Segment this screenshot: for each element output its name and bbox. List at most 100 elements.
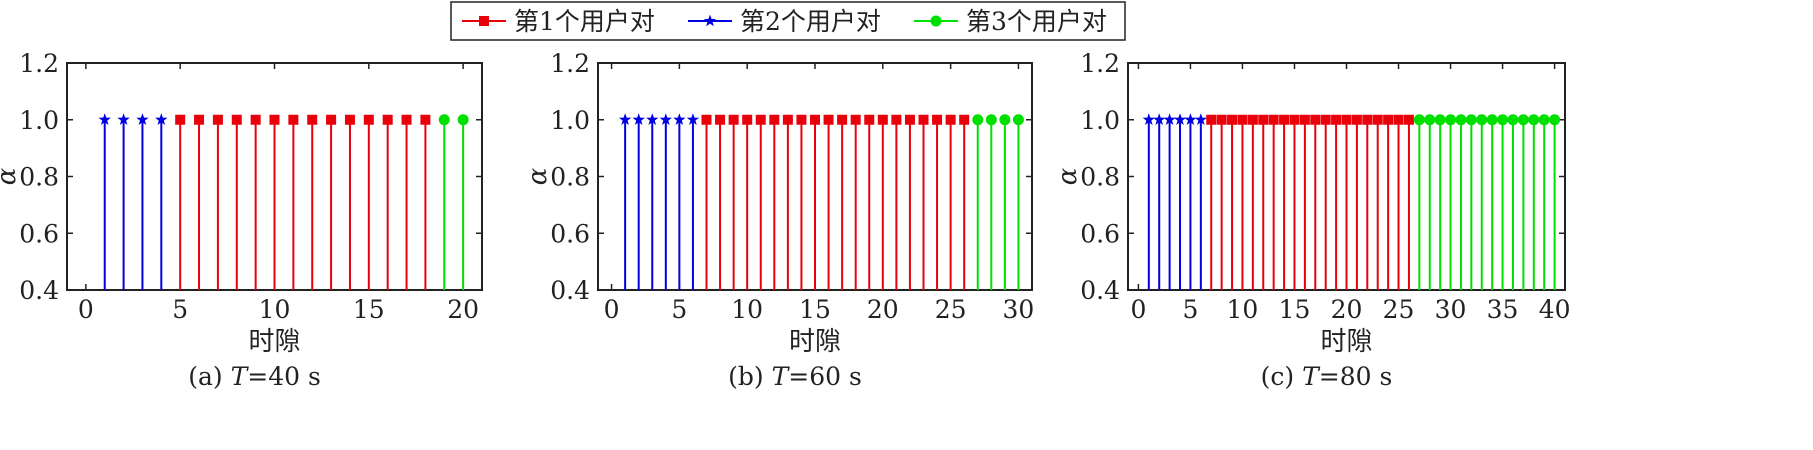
- caption-var: T: [231, 362, 250, 391]
- legend-item: 第3个用户对: [914, 7, 1107, 36]
- x-tick-label: 0: [604, 295, 620, 324]
- circle-marker: [985, 114, 997, 126]
- subplot-a: 0.4 0.6 0.8 1.0 1.2 0 5 10 15 20 时隙 α (a) T=40 s: [0, 49, 483, 391]
- x-tick-label: 10: [731, 295, 763, 324]
- legend-label: 第1个用户对: [514, 7, 655, 36]
- circle-marker: [1497, 114, 1509, 126]
- series: [1413, 114, 1561, 290]
- square-marker: [212, 114, 223, 125]
- square-marker: [1362, 114, 1373, 125]
- x-tick-label: 35: [1487, 295, 1519, 324]
- square-marker: [1341, 114, 1352, 125]
- circle-marker: [1528, 114, 1540, 126]
- x-tick-label: 15: [353, 295, 385, 324]
- square-marker: [782, 114, 793, 125]
- square-marker: [959, 114, 970, 125]
- square-marker: [175, 114, 186, 125]
- y-axis-label: α: [0, 167, 22, 185]
- y-tick-label: 1.0: [1080, 106, 1120, 135]
- y-tick-label: 0.6: [550, 219, 590, 248]
- square-marker: [401, 114, 412, 125]
- x-axis-label: 时隙: [789, 327, 841, 357]
- circle-marker: [972, 114, 984, 126]
- square-marker: [1403, 114, 1414, 125]
- square-marker: [1320, 114, 1331, 125]
- series: [618, 113, 700, 290]
- square-marker: [904, 114, 915, 125]
- star-marker: [1184, 113, 1197, 125]
- square-marker: [728, 114, 739, 125]
- square-marker: [715, 114, 726, 125]
- caption-value: =80 s: [1319, 362, 1393, 391]
- square-marker: [1372, 114, 1383, 125]
- square-marker: [891, 114, 902, 125]
- square-marker: [810, 114, 820, 125]
- square-marker: [932, 114, 943, 125]
- caption-var: T: [1302, 362, 1321, 391]
- caption-var: T: [772, 362, 791, 391]
- circle-marker: [1549, 114, 1561, 126]
- square-marker: [877, 114, 888, 125]
- caption: (c) T=80 s: [1261, 362, 1393, 391]
- x-tick-label: 10: [259, 295, 291, 324]
- series: [438, 114, 469, 290]
- star-marker: [1173, 113, 1187, 125]
- circle-marker: [438, 114, 450, 126]
- square-marker: [755, 114, 766, 125]
- x-tick-label: 15: [799, 295, 831, 324]
- star-marker: [618, 113, 632, 125]
- circle-marker: [457, 114, 469, 126]
- star-marker: [646, 113, 659, 125]
- square-marker: [231, 114, 242, 125]
- x-tick-label: 0: [78, 295, 94, 324]
- circle-marker: [1507, 114, 1519, 126]
- star-marker: [632, 113, 645, 125]
- x-tick-label: 20: [447, 295, 479, 324]
- square-marker: [823, 114, 834, 125]
- square-marker: [382, 114, 393, 125]
- circle-marker: [1538, 114, 1550, 126]
- y-tick-label: 0.4: [19, 276, 59, 305]
- square-marker: [194, 114, 205, 125]
- square-marker: [701, 114, 712, 125]
- square-marker: [326, 114, 337, 125]
- square-marker: [479, 16, 489, 26]
- square-marker: [363, 114, 374, 125]
- star-marker: [1194, 113, 1207, 125]
- star-marker: [1153, 113, 1166, 125]
- caption: (a) T=40 s: [188, 362, 321, 391]
- square-marker: [850, 114, 861, 125]
- star-marker: [673, 113, 686, 125]
- caption-prefix: (b): [728, 362, 771, 391]
- square-marker: [1393, 114, 1404, 125]
- series: [701, 114, 970, 290]
- square-marker: [1227, 114, 1238, 125]
- circle-marker: [1517, 114, 1529, 126]
- y-tick-label: 0.6: [1080, 219, 1120, 248]
- x-axis-label: 时隙: [248, 327, 300, 357]
- legend-label: 第2个用户对: [740, 7, 881, 36]
- x-tick-label: 25: [935, 295, 967, 324]
- subplot-c: 0.4 0.6 0.8 1.0 1.2 0 5 10 15 20 25 30 35 40 时隙 α (c) T=…: [1053, 49, 1571, 391]
- square-marker: [288, 114, 299, 125]
- square-marker: [1331, 114, 1342, 125]
- star-marker: [703, 14, 717, 27]
- series: [1142, 113, 1207, 290]
- circle-marker: [1424, 114, 1436, 126]
- caption-prefix: (c): [1261, 362, 1302, 391]
- legend-label: 第3个用户对: [966, 7, 1107, 36]
- square-marker: [1216, 114, 1227, 125]
- x-tick-label: 5: [1182, 295, 1198, 324]
- caption-prefix: (a): [188, 362, 230, 391]
- circle-marker: [1413, 114, 1425, 126]
- series: [175, 114, 431, 290]
- square-marker: [1237, 114, 1248, 125]
- circle-marker: [1445, 114, 1457, 126]
- y-tick-label: 1.2: [19, 49, 59, 78]
- circle-marker: [1465, 114, 1477, 126]
- circle-marker: [1476, 114, 1488, 126]
- legend-box: [450, 1, 1126, 41]
- square-marker: [742, 114, 753, 125]
- square-marker: [945, 114, 956, 125]
- circle-marker: [1434, 114, 1446, 126]
